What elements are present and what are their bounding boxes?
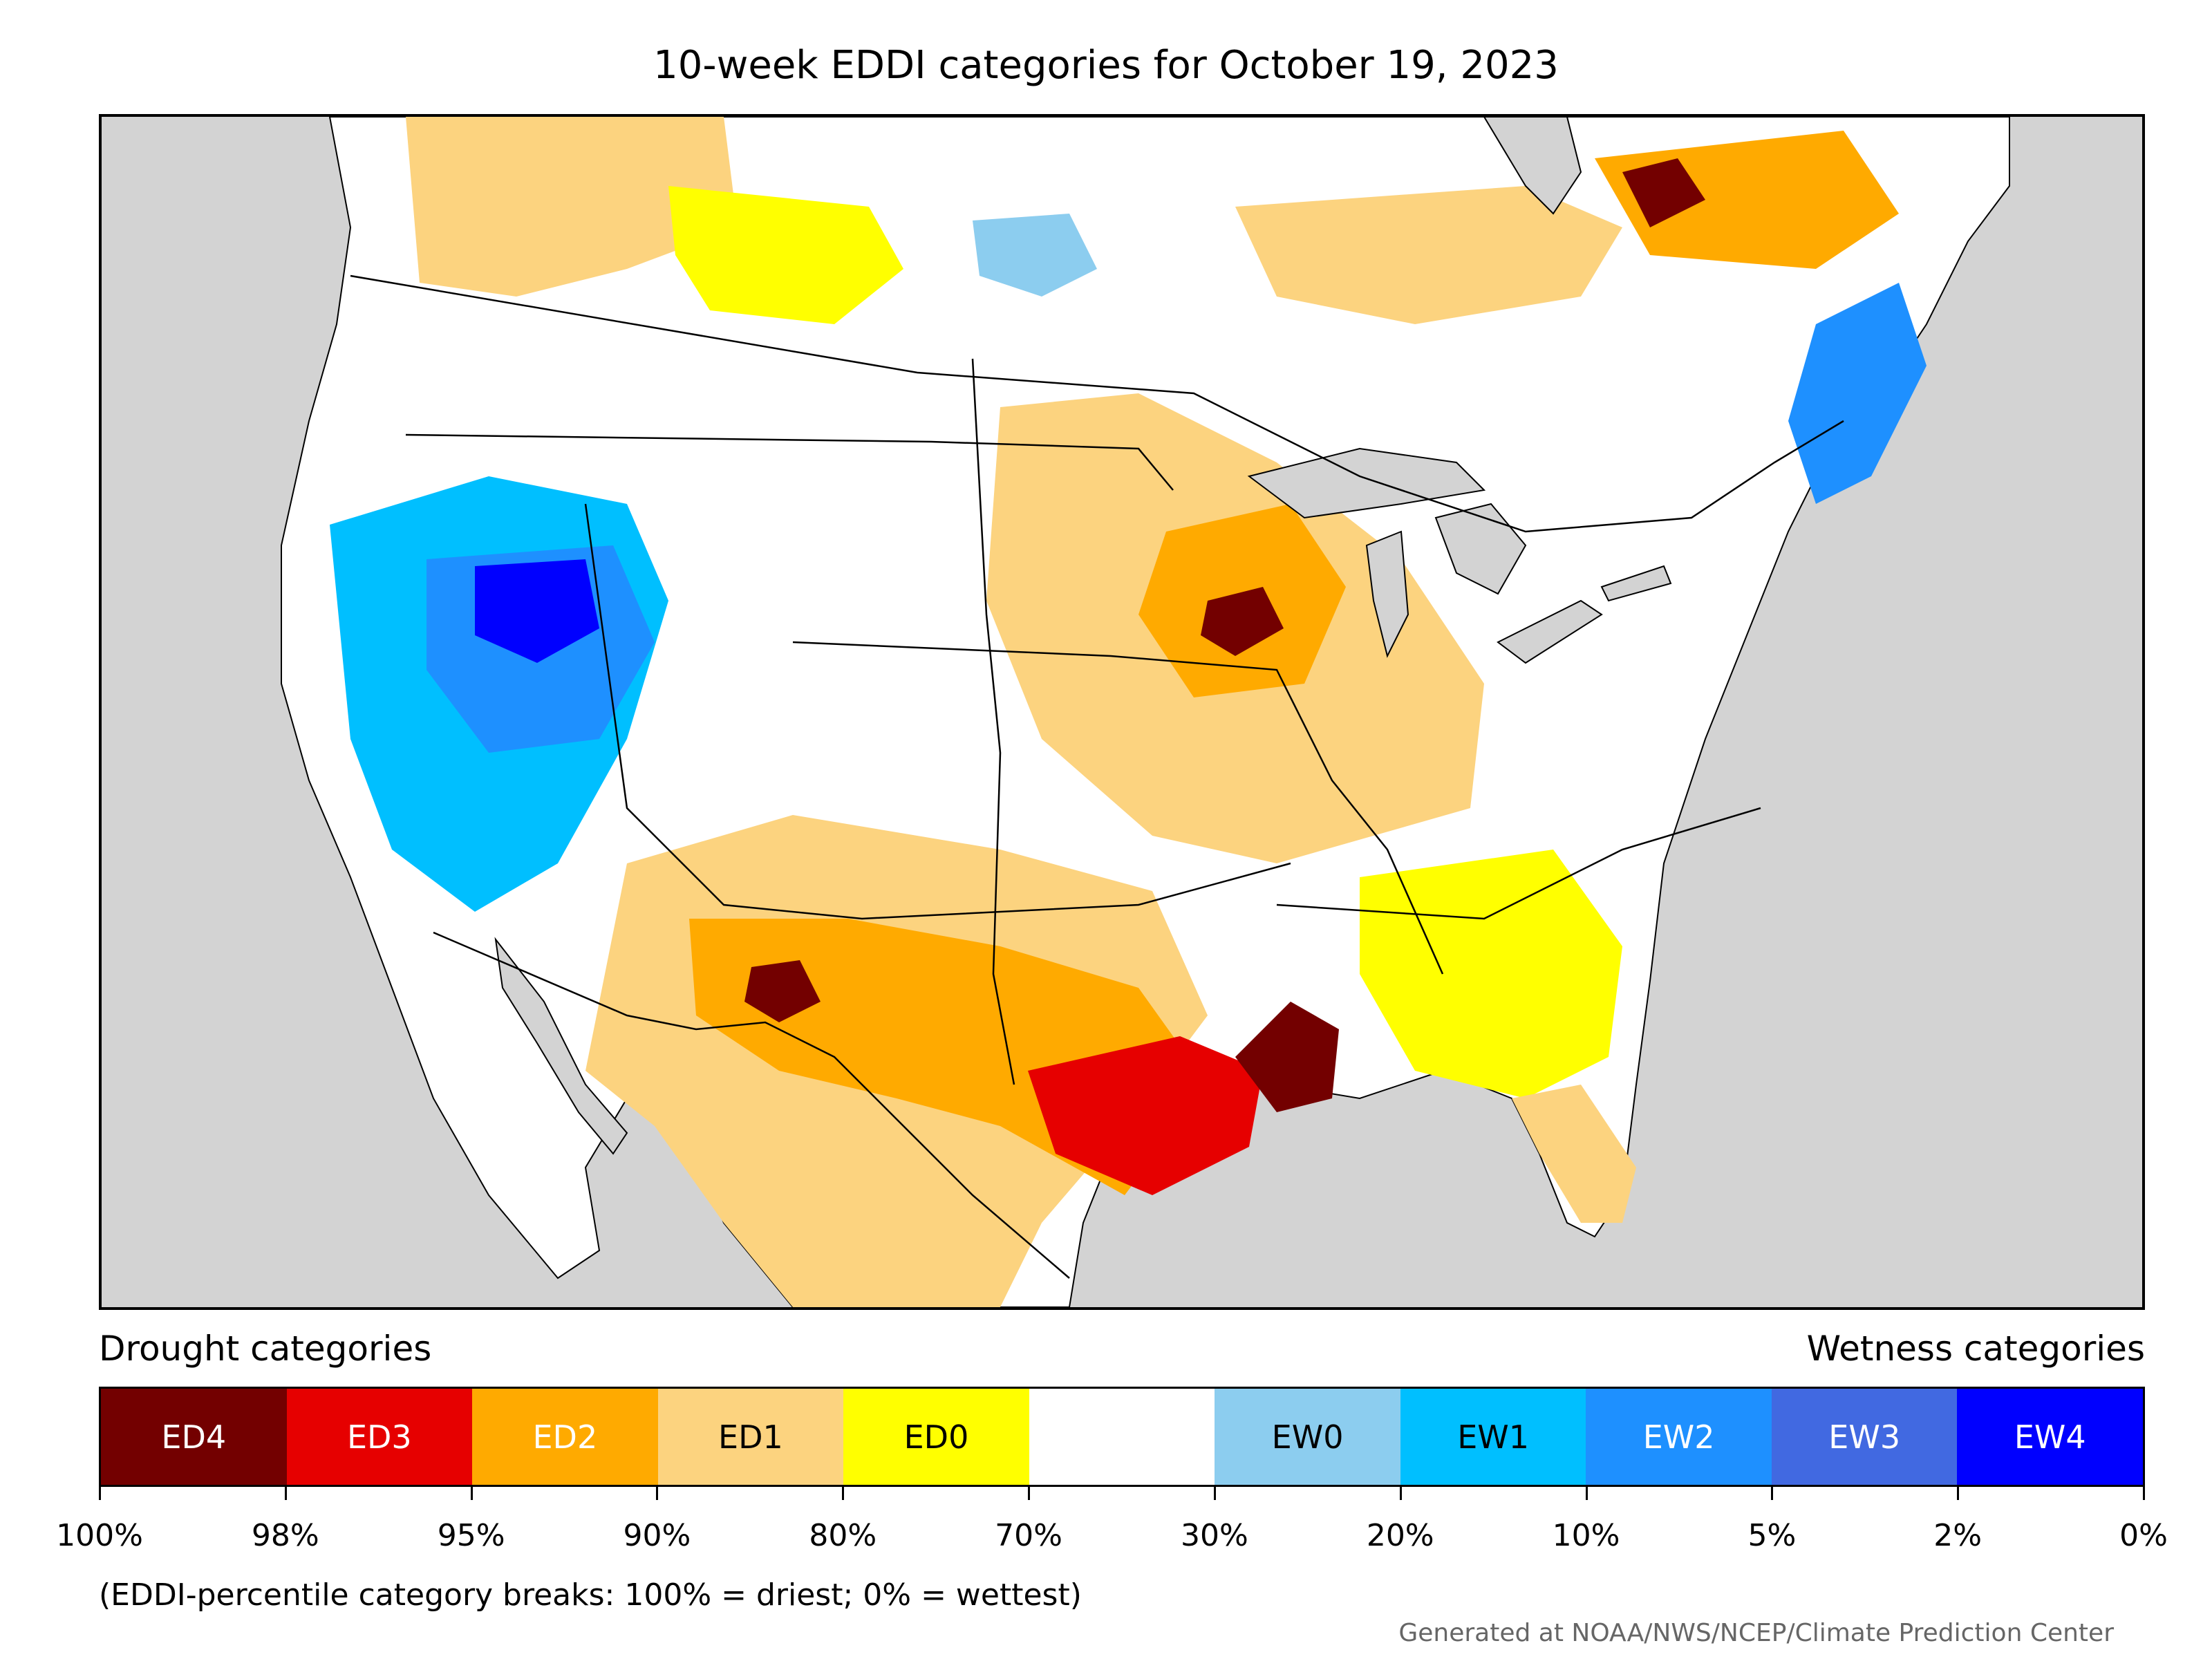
legend-tick — [1957, 1485, 1960, 1500]
lake-michigan — [1365, 530, 1409, 658]
patch-ed4-louisiana — [1235, 1002, 1339, 1112]
legend-swatch-ed1: ED1 — [657, 1389, 844, 1485]
patch-ed4-iowa — [1201, 587, 1284, 656]
legend-swatch-neutral — [1029, 1389, 1215, 1485]
hudson-bay-corner — [1483, 117, 1582, 215]
patch-ed1-florida — [1512, 1085, 1636, 1223]
patch-ew2-northeast — [1788, 283, 1927, 504]
us-mexico-border — [433, 931, 1070, 1279]
state-line-west-2 — [584, 503, 1291, 920]
patch-ed1-northwest — [406, 117, 738, 297]
drought-categories-label: Drought categories — [99, 1329, 432, 1369]
legend-swatch-ew3: EW3 — [1771, 1389, 1958, 1485]
legend-break-label: 98% — [251, 1518, 319, 1553]
map-title: 10-week EDDI categories for October 19, … — [653, 43, 1559, 88]
state-line-plains — [792, 641, 1444, 975]
legend-ticks — [99, 1485, 2145, 1506]
legend-tick — [99, 1485, 101, 1500]
legend-break-label: 30% — [1181, 1518, 1248, 1553]
patch-ed4-quebec — [1622, 158, 1705, 227]
legend-tick — [1399, 1485, 1402, 1500]
legend-break-label: 5% — [1747, 1518, 1797, 1553]
gulf-of-california — [494, 937, 628, 1155]
patch-ew0-alberta — [973, 214, 1097, 297]
patch-ed0-southeast — [1360, 850, 1622, 1098]
legend-swatch-ed3: ED3 — [286, 1389, 473, 1485]
legend-swatch-ed4: ED4 — [101, 1389, 287, 1485]
eddi-map — [99, 114, 2145, 1310]
legend-tick — [1028, 1485, 1031, 1500]
patch-ed1-ontario — [1235, 186, 1622, 324]
legend-tick — [1213, 1485, 1216, 1500]
state-line-west-1 — [405, 433, 1174, 491]
state-line-southeast — [1276, 807, 1761, 920]
wetness-categories-label: Wetness categories — [1806, 1329, 2145, 1369]
state-line-central — [971, 358, 1015, 1085]
legend-tick — [1585, 1485, 1588, 1500]
legend-swatch-ew2: EW2 — [1586, 1389, 1772, 1485]
lake-huron — [1434, 503, 1527, 595]
legend-tick — [470, 1485, 473, 1500]
great-lakes — [1247, 117, 1672, 664]
patch-ed0-montana — [668, 186, 903, 324]
lake-erie — [1497, 599, 1603, 664]
map-canvas — [281, 117, 2010, 1307]
legend-break-label: 2% — [1933, 1518, 1983, 1553]
legend-break-label: 10% — [1552, 1518, 1620, 1553]
legend-tick — [2143, 1485, 2145, 1500]
category-patches — [330, 117, 1927, 1307]
us-canada-border — [350, 274, 1844, 533]
legend-break-label: 95% — [437, 1518, 505, 1553]
patch-ed4-new-mexico — [744, 960, 821, 1022]
legend-swatch-ed2: ED2 — [472, 1389, 658, 1485]
legend-swatch-ew0: EW0 — [1215, 1389, 1400, 1485]
legend-tick — [1771, 1485, 1774, 1500]
borders — [350, 274, 1844, 1279]
legend-tick — [656, 1485, 659, 1500]
legend-break-label: 80% — [809, 1518, 877, 1553]
lake-ontario — [1600, 565, 1672, 602]
category-break-note: (EDDI-percentile category breaks: 100% =… — [99, 1577, 1082, 1613]
category-legend: ED4 ED3 ED2 ED1 ED0 EW0 EW1 EW2 EW3 EW4 — [99, 1387, 2145, 1487]
legend-tick — [842, 1485, 845, 1500]
legend-break-label: 0% — [2119, 1518, 2168, 1553]
patch-ed3-texas — [1028, 1036, 1263, 1195]
legend-break-label: 100% — [56, 1518, 143, 1553]
legend-swatch-ew4: EW4 — [1957, 1389, 2144, 1485]
legend-swatch-ed0: ED0 — [843, 1389, 1029, 1485]
credit-line: Generated at NOAA/NWS/NCEP/Climate Predi… — [1398, 1619, 2114, 1647]
legend-break-label: 90% — [623, 1518, 691, 1553]
patch-ew4-great-basin — [475, 559, 599, 663]
legend-tick — [284, 1485, 287, 1500]
legend-break-label: 70% — [995, 1518, 1062, 1553]
lake-superior — [1247, 447, 1486, 519]
legend-break-label: 20% — [1366, 1518, 1434, 1553]
legend-swatch-ew1: EW1 — [1400, 1389, 1586, 1485]
